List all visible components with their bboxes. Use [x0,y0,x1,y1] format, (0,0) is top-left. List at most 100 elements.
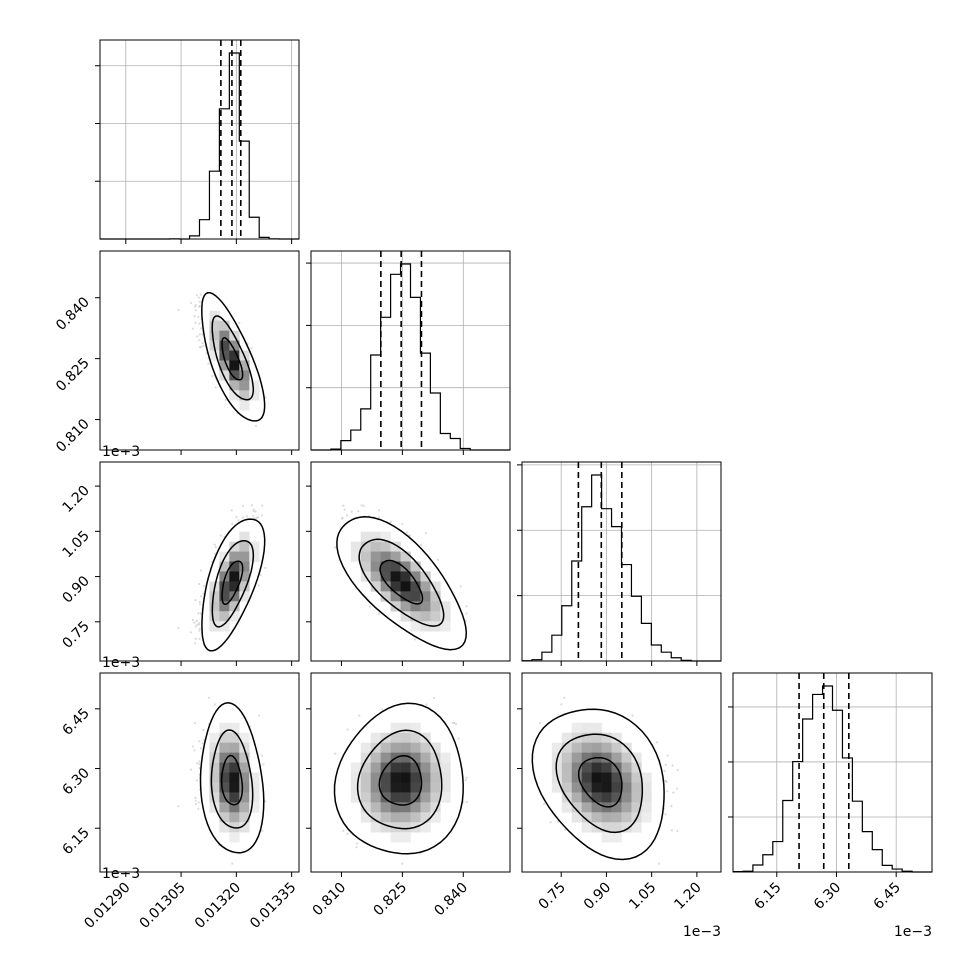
density-cell [621,762,632,773]
density-cell [229,802,240,813]
density-cell [571,812,582,823]
density-cell [380,822,391,833]
density-cell [400,561,411,572]
scatter-frame-3-1 [310,672,511,873]
density-cell [611,822,622,833]
density-cell [219,802,230,813]
density-cell [209,792,220,803]
density-cell [410,782,421,793]
scatter-frame-1-0 [99,250,300,451]
density-cell [239,551,250,562]
density-cell [601,822,612,833]
density-cell [430,601,441,612]
density-cell [611,772,622,783]
density-cell [571,722,582,733]
density-cell [581,802,592,813]
scatter-panel-2-0 [95,485,293,666]
density-cell [611,752,622,763]
density-cell [229,812,240,823]
density-cell [591,812,602,823]
density-cell [350,541,362,552]
density-cell [229,732,240,743]
density-cell [209,802,220,813]
contour-level-2 [358,538,445,627]
density-cell [400,802,411,813]
scatter-frame-3-2 [521,672,722,873]
density-cell [581,722,592,733]
density-cell [410,581,421,592]
density-cell [561,742,573,753]
density-cell [350,551,362,562]
density-cell [561,802,573,813]
density-cell [219,812,230,823]
density-cell [239,782,250,793]
density-cell [591,772,602,783]
x-offset-label: 1e−3 [894,924,932,940]
density-cell [229,541,240,552]
density-cell [400,742,411,753]
density-cell [239,752,250,763]
density-cell [219,561,230,572]
density-cell [581,812,592,823]
density-cell [410,742,421,753]
density-cell [390,802,401,813]
density-cell [229,742,240,753]
contour-level-2 [555,733,644,834]
density-cell [621,822,632,833]
x-offset-label: 1e−3 [683,924,721,940]
density-cell [239,571,250,582]
density-cell [239,772,250,783]
contour-level-3 [333,702,464,855]
x-tick-label: 1.20 [671,880,704,913]
density-cell [400,611,411,622]
x-tick-label: 0.01305 [137,880,189,932]
density-cell [551,762,563,773]
density-cell [430,812,441,823]
density-cell [410,591,421,602]
density-cell [219,732,230,743]
contour-level-1 [379,559,424,605]
density-cell [390,601,401,612]
density-cell [611,732,622,743]
density-cell [239,822,250,833]
density-cell [209,330,220,341]
density-cell [571,742,582,753]
density-cell [239,762,250,773]
x-tick-label: 6.15 [751,880,784,913]
density-cell [561,752,573,763]
contour-level-3 [531,708,665,861]
density-cell [581,742,592,753]
density-cell [360,782,371,793]
density-cell [229,601,240,612]
density-cell [611,832,622,843]
density-cell [581,822,592,833]
density-cell [641,802,652,813]
density-cell [209,320,220,331]
density-cell [561,732,573,743]
density-cell [239,370,250,381]
density-cell [390,782,401,793]
density-cell [400,752,411,763]
density-cell [430,752,441,763]
density-cell [420,792,431,803]
density-cell [380,581,391,592]
density-cell [370,792,381,803]
density-cell [360,551,371,562]
scatter-frame-3-0 [99,672,300,873]
density-cell [370,822,381,833]
density-cell [370,561,381,572]
density-cell [571,762,582,773]
density-cell [209,310,220,321]
density-cell [360,742,371,753]
density-cell [420,581,431,592]
x-tick-label: 6.30 [811,880,844,913]
density-cell [601,732,612,743]
density-cell [430,792,441,803]
hist-panel-3 [728,673,932,873]
density-cell [370,541,381,552]
density-cell [239,561,250,572]
density-cell [440,782,451,793]
density-cell [410,571,421,582]
density-cell [611,792,622,803]
scatter-panel-3-2 [517,696,698,877]
